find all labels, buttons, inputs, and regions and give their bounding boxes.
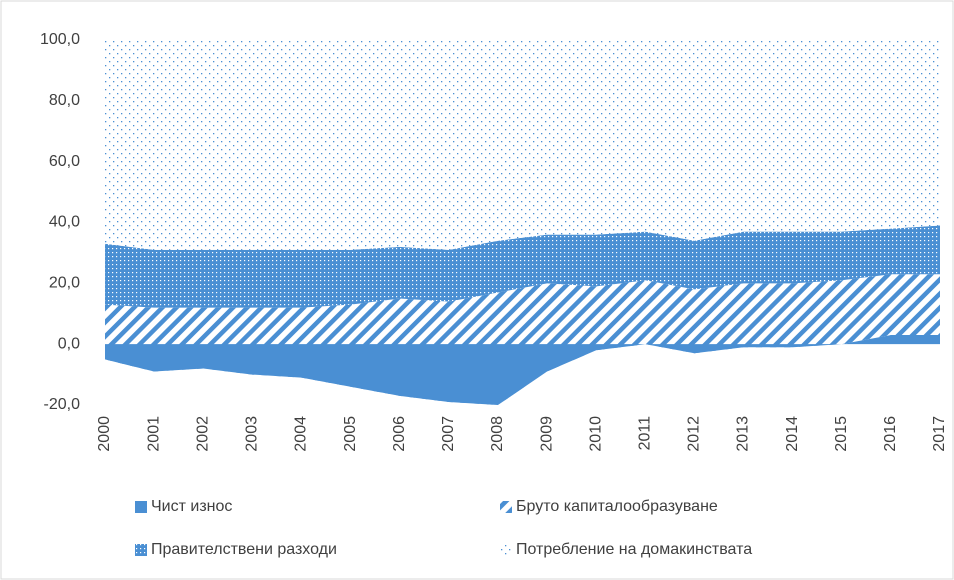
x-tick-label: 2014 [784, 416, 801, 452]
legend-marker [500, 501, 512, 513]
y-tick-label: 40,0 [49, 214, 80, 231]
x-tick-label: 2009 [538, 416, 555, 452]
y-tick-label: 60,0 [49, 153, 80, 170]
x-tick-label: 2007 [440, 416, 457, 452]
x-tick-label: 2012 [686, 416, 703, 452]
area [105, 40, 940, 250]
x-tick-label: 2004 [293, 416, 310, 452]
legend-marker [135, 544, 147, 556]
x-tick-label: 2001 [145, 416, 162, 452]
area [105, 274, 940, 405]
legend-marker [500, 544, 512, 556]
x-tick-label: 2015 [833, 416, 850, 452]
y-tick-label: 100,0 [40, 31, 80, 48]
x-tick-label: 2010 [587, 416, 604, 452]
x-tick-label: 2000 [96, 416, 113, 452]
x-tick-label: 2011 [637, 416, 654, 451]
x-tick-label: 2013 [735, 416, 752, 452]
legend-label: Чист износ [151, 498, 232, 515]
x-tick-label: 2005 [342, 416, 359, 452]
y-tick-label: -20,0 [44, 396, 81, 413]
y-tick-label: 0,0 [58, 335, 80, 352]
y-tick-label: 20,0 [49, 275, 80, 292]
x-tick-label: 2008 [489, 416, 506, 452]
legend-label: Бруто капиталообразуване [516, 498, 718, 515]
legend-label: Правителствени разходи [151, 541, 337, 558]
x-tick-label: 2003 [244, 416, 261, 452]
legend-marker [135, 501, 147, 513]
area [105, 225, 940, 308]
x-tick-label: 2017 [931, 416, 948, 452]
x-tick-label: 2006 [391, 416, 408, 452]
legend-label: Потребление на домакинствата [516, 541, 752, 558]
x-tick-label: 2016 [882, 416, 899, 452]
x-tick-label: 2002 [194, 416, 211, 452]
y-tick-label: 80,0 [49, 92, 80, 109]
